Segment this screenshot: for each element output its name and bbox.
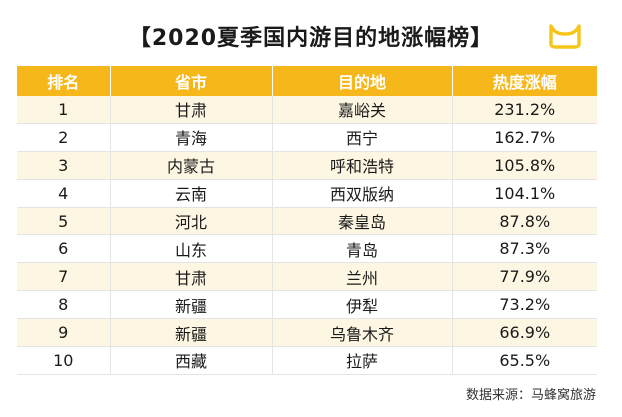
- ranking-table: 排名 省市 目的地 热度涨幅 1 甘肃 嘉峪关 231.2% 2 青海 西宁 1…: [17, 66, 597, 375]
- destination-cell: 嘉峪关: [272, 96, 453, 124]
- table-row: 4 云南 西双版纳 104.1%: [17, 179, 597, 208]
- destination-cell: 拉萨: [272, 346, 453, 375]
- table-row: 9 新疆 乌鲁木齐 66.9%: [17, 318, 597, 348]
- province-cell: 甘肃: [110, 262, 273, 292]
- destination-cell: 秦皇岛: [272, 207, 453, 236]
- rank-cell: 10: [17, 346, 111, 375]
- province-cell: 西藏: [110, 346, 273, 375]
- destination-cell: 伊犁: [272, 290, 453, 320]
- table-row: 8 新疆 伊犁 73.2%: [17, 290, 597, 320]
- destination-cell: 兰州: [272, 262, 453, 292]
- province-cell: 甘肃: [110, 96, 273, 124]
- table-row: 2 青海 西宁 162.7%: [17, 123, 597, 152]
- growth-cell: 65.5%: [452, 346, 597, 375]
- growth-cell: 66.9%: [452, 318, 597, 348]
- province-cell: 云南: [110, 179, 273, 208]
- rank-cell: 9: [17, 318, 111, 348]
- table-row: 10 西藏 拉萨 65.5%: [17, 346, 597, 375]
- growth-cell: 87.3%: [452, 234, 597, 264]
- rank-cell: 4: [17, 179, 111, 208]
- header-rank: 排名: [17, 66, 111, 96]
- table-row: 7 甘肃 兰州 77.9%: [17, 262, 597, 292]
- rank-cell: 5: [17, 207, 111, 236]
- rank-cell: 7: [17, 262, 111, 292]
- rank-cell: 2: [17, 123, 111, 152]
- growth-cell: 104.1%: [452, 179, 597, 208]
- growth-cell: 73.2%: [452, 290, 597, 320]
- destination-cell: 西宁: [272, 123, 453, 152]
- table-row: 6 山东 青岛 87.3%: [17, 234, 597, 264]
- growth-cell: 231.2%: [452, 96, 597, 124]
- growth-cell: 87.8%: [452, 207, 597, 236]
- province-cell: 新疆: [110, 290, 273, 320]
- destination-cell: 乌鲁木齐: [272, 318, 453, 348]
- rank-cell: 1: [17, 96, 111, 124]
- growth-cell: 162.7%: [452, 123, 597, 152]
- table-row: 1 甘肃 嘉峪关 231.2%: [17, 96, 597, 124]
- rank-cell: 3: [17, 151, 111, 180]
- province-cell: 内蒙古: [110, 151, 273, 180]
- province-cell: 河北: [110, 207, 273, 236]
- destination-cell: 西双版纳: [272, 179, 453, 208]
- mafengwo-logo-icon: [549, 24, 581, 49]
- table-row: 5 河北 秦皇岛 87.8%: [17, 207, 597, 236]
- table-header-row: 排名 省市 目的地 热度涨幅: [17, 66, 597, 96]
- data-source-note: 数据来源：马蜂窝旅游: [465, 388, 596, 403]
- rank-cell: 6: [17, 234, 111, 264]
- rank-cell: 8: [17, 290, 111, 320]
- table-row: 3 内蒙古 呼和浩特 105.8%: [17, 151, 597, 180]
- page-title: 【2020夏季国内游目的地涨幅榜】: [128, 26, 494, 51]
- header-growth: 热度涨幅: [452, 66, 597, 96]
- province-cell: 新疆: [110, 318, 273, 348]
- province-cell: 青海: [110, 123, 273, 152]
- province-cell: 山东: [110, 234, 273, 264]
- growth-cell: 105.8%: [452, 151, 597, 180]
- header-province: 省市: [110, 66, 273, 96]
- destination-cell: 青岛: [272, 234, 453, 264]
- header-destination: 目的地: [272, 66, 453, 96]
- growth-cell: 77.9%: [452, 262, 597, 292]
- destination-cell: 呼和浩特: [272, 151, 453, 180]
